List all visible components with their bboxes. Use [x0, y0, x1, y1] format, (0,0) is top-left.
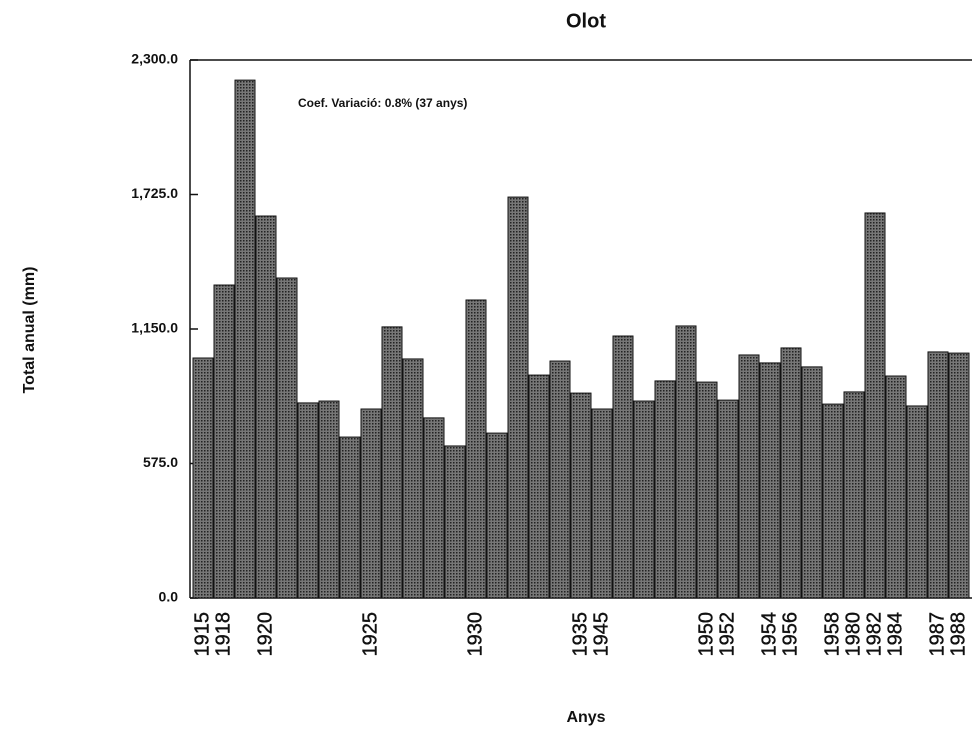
x-tick-label: 1925: [359, 612, 381, 657]
annotation: Coef. Variació: 0.8% (37 anys): [298, 96, 467, 110]
bar: [360, 408, 382, 599]
bar: [402, 358, 424, 599]
x-tick-label: 1954: [758, 612, 780, 657]
bar: [255, 215, 277, 599]
x-tick-label: 1945: [590, 612, 612, 657]
x-tick-label: 1950: [695, 612, 717, 657]
bar: [843, 391, 865, 599]
bar: [276, 277, 298, 599]
y-tick-label: 2,300.0: [131, 51, 178, 67]
bar: [822, 403, 844, 599]
y-tick-label: 575.0: [143, 454, 178, 470]
bar: [528, 374, 550, 599]
x-tick-label: 1920: [254, 612, 276, 657]
x-tick-label: 1930: [464, 612, 486, 657]
bar: [801, 366, 823, 599]
x-tick-label: 1952: [716, 612, 738, 657]
bar: [570, 392, 592, 599]
bar: [612, 335, 634, 599]
y-tick-label: 1,150.0: [131, 320, 178, 336]
bar: [717, 399, 739, 599]
bar: [654, 380, 676, 599]
bar: [549, 360, 571, 599]
x-tick-label: 1980: [842, 612, 864, 657]
x-tick-label: 1915: [191, 612, 213, 657]
y-tick-label: 1,725.0: [131, 185, 178, 201]
bar: [318, 400, 340, 599]
bar: [381, 326, 403, 599]
bar: [885, 375, 907, 599]
bar: [444, 445, 466, 599]
bar: [507, 196, 529, 599]
bar: [633, 400, 655, 599]
bar: [423, 417, 445, 599]
bar: [738, 354, 760, 599]
bar: [339, 436, 361, 599]
chart-title: Olot: [566, 10, 606, 32]
y-tick-label: 0.0: [159, 589, 179, 605]
bar: [948, 352, 970, 599]
bar: [192, 357, 214, 599]
bar: [591, 408, 613, 599]
bar: [696, 381, 718, 599]
bar: [486, 432, 508, 599]
x-tick-label: 1987: [926, 612, 948, 657]
bar: [927, 351, 949, 599]
bar: [906, 405, 928, 599]
bar: [675, 325, 697, 599]
y-axis-label: Total anual (mm): [21, 267, 38, 394]
bar: [465, 299, 487, 599]
x-tick-label: 1956: [779, 612, 801, 657]
bar: [297, 402, 319, 599]
x-tick-label: 1918: [212, 612, 234, 657]
bar: [780, 347, 802, 599]
x-tick-label: 1958: [821, 612, 843, 657]
x-axis-label: Anys: [566, 709, 605, 726]
x-tick-label: 1988: [947, 612, 969, 657]
bar: [864, 212, 886, 599]
bar: [213, 284, 235, 599]
bar: [234, 79, 256, 599]
bar: [759, 362, 781, 599]
x-tick-label: 1984: [884, 612, 906, 657]
x-tick-label: 1982: [863, 612, 885, 657]
x-tick-label: 1935: [569, 612, 591, 657]
